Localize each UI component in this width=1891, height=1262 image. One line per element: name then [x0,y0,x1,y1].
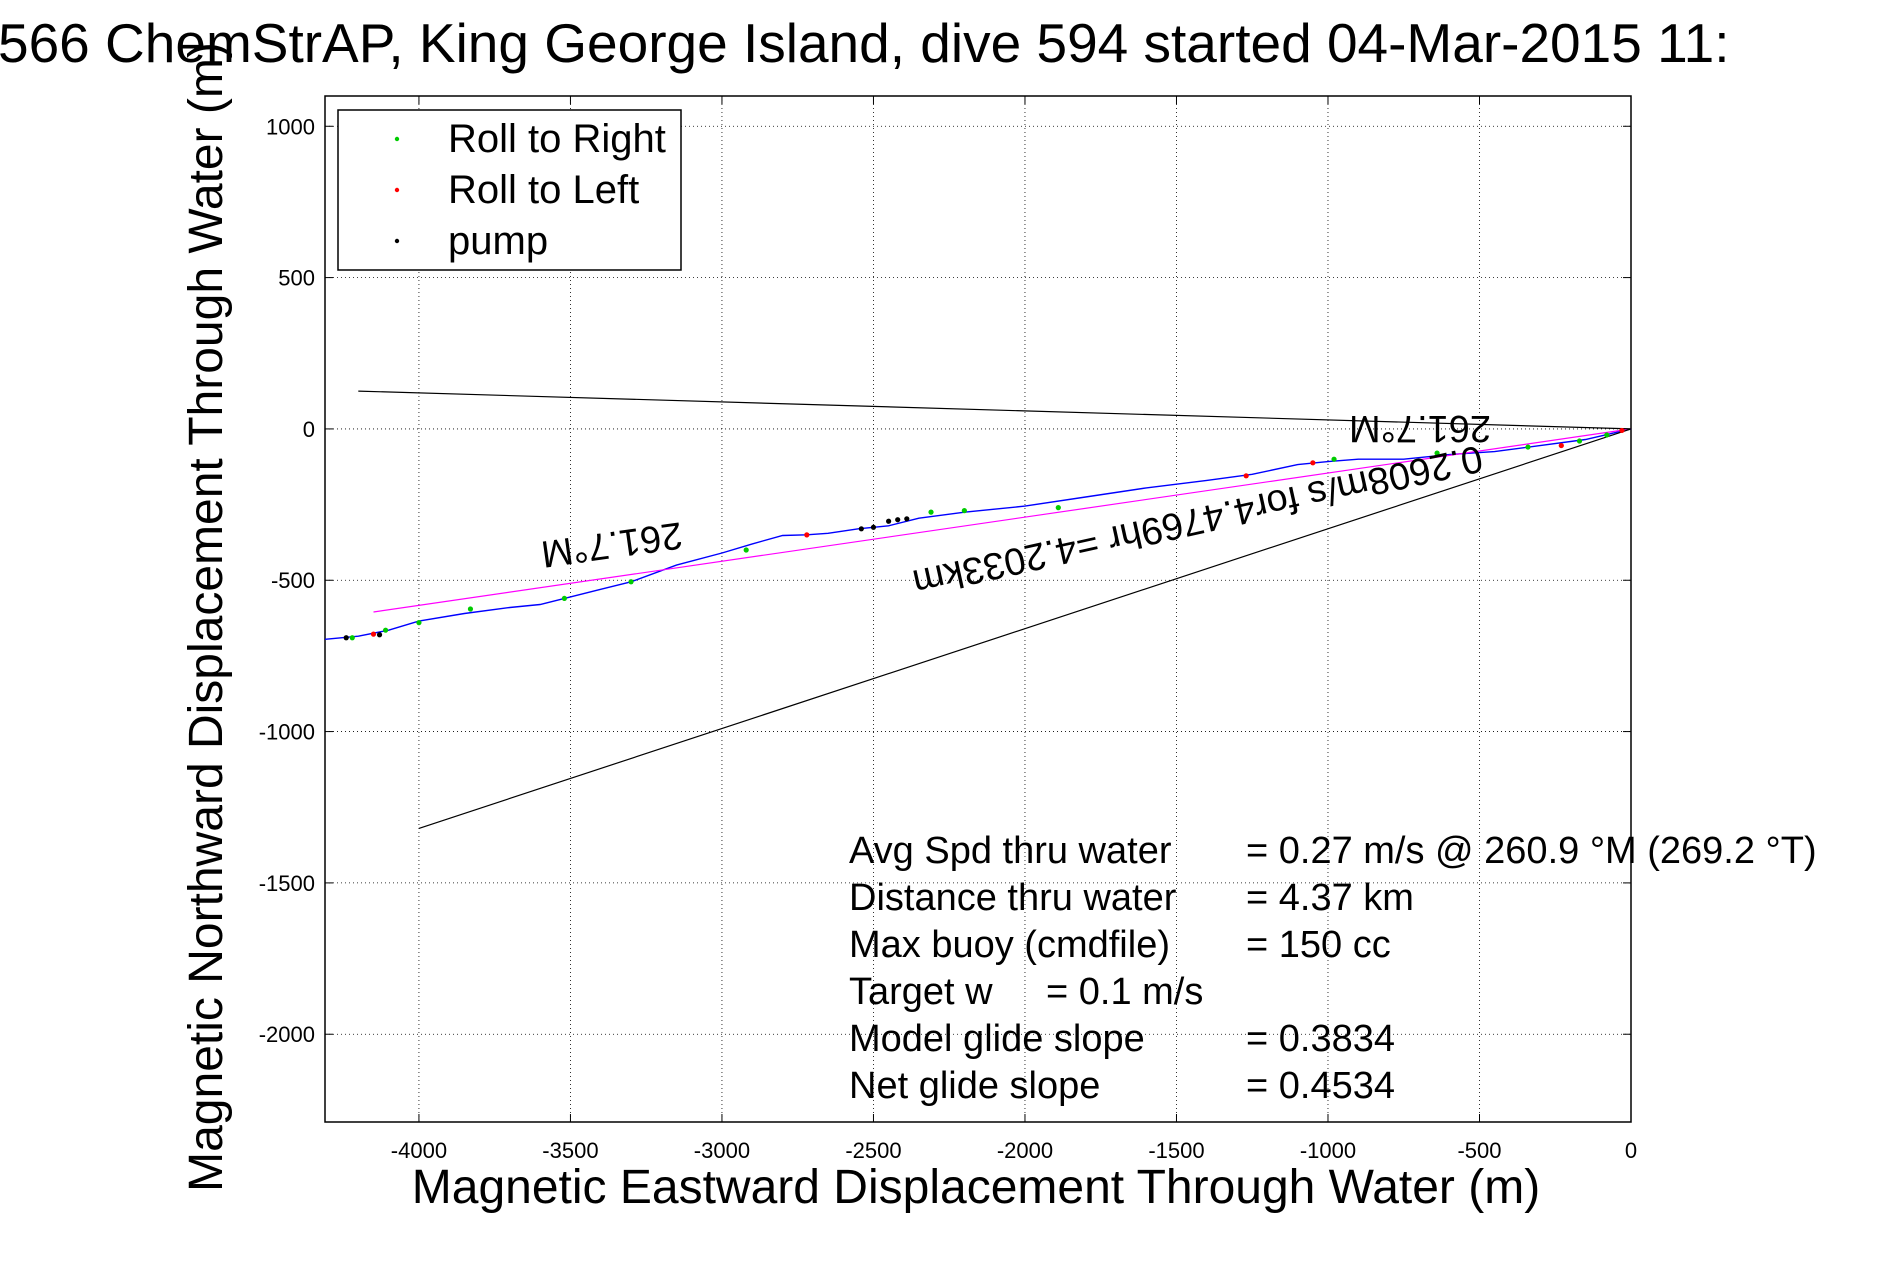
roll-right-marker [383,627,389,633]
stat-value: = 150 cc [1246,924,1391,966]
pump-marker [870,524,877,530]
pump-marker [376,632,383,638]
roll-right-marker [1576,438,1583,444]
pump-marker [886,518,892,524]
x-tick-label: -2000 [997,1138,1053,1163]
roll-right-marker [349,635,355,641]
chart-title: 566 ChemStrAP, King George Island, dive … [0,12,1729,74]
roll-right-marker [1055,505,1061,511]
stat-value: = 0.1 m/s [1046,971,1203,1013]
mean-heading-line [373,428,1632,613]
roll-left-marker [1619,427,1625,434]
stat-value: = 0.27 m/s @ 260.9 °M (269.2 °T) [1246,830,1817,872]
legend-marker [394,238,400,244]
x-tick-label: -500 [1457,1138,1501,1163]
legend-label: Roll to Right [448,117,666,161]
stat-label: Avg Spd thru water [849,830,1172,872]
stat-value: = 0.3834 [1246,1018,1395,1060]
x-tick-label: -1500 [1148,1138,1204,1163]
y-axis-label: Magnetic Northward Displacement Through … [180,42,233,1192]
roll-left-marker [804,532,810,538]
y-tick-label: 0 [303,417,315,442]
pump-marker [904,516,910,522]
x-tick-label: -1000 [1300,1138,1356,1163]
legend: Roll to Right Roll to Left pump [337,109,682,271]
stat-label: Model glide slope [849,1018,1145,1060]
stat-label: Max buoy (cmdfile) [849,924,1170,966]
x-tick-label: 0 [1625,1138,1637,1163]
roll-right-marker [1434,450,1440,456]
y-tick-label: 1000 [266,114,315,139]
annotation-heading-text: 261.7°M [1349,407,1491,449]
annotation-heading-right: 261.7°M [1349,407,1491,449]
roll-right-marker [467,606,474,612]
stat-value: = 0.4534 [1246,1065,1395,1107]
x-tick-label: -2500 [845,1138,901,1163]
x-axis-ticks: -4000 -3500 -3000 -2500 -2000 -1500 -1000 -500 0 [391,96,1637,1163]
legend-label: Roll to Left [448,168,639,212]
y-tick-label: -1500 [259,871,315,896]
heading-bound-line-north [358,390,1632,430]
stats-block: Avg Spd thru water = 0.27 m/s @ 260.9 °M… [849,830,1817,1107]
x-tick-label: -3000 [694,1138,750,1163]
x-tick-label: -4000 [391,1138,447,1163]
markers-layer [343,427,1625,641]
legend-entry-pump: pump [394,219,548,263]
y-tick-label: -1000 [259,720,315,745]
roll-right-marker [1525,444,1531,450]
roll-left-marker [1243,473,1249,479]
y-tick-label: -2000 [259,1022,315,1047]
roll-left-marker [1310,460,1316,466]
y-tick-label: -500 [271,568,315,593]
legend-entry-roll-right: Roll to Right [394,117,666,161]
roll-left-marker [370,631,377,637]
roll-right-marker [1604,432,1610,438]
y-axis-ticks: 1000 500 0 -500 -1000 -1500 -2000 [259,114,1631,1047]
roll-right-marker [1331,456,1337,462]
x-axis-label: Magnetic Eastward Displacement Through W… [412,1161,1540,1214]
pump-marker [343,635,349,641]
legend-entry-roll-left: Roll to Left [394,168,639,212]
roll-right-marker [928,509,934,515]
pump-marker [858,526,864,532]
stat-label: Target w [849,971,993,1013]
y-axis-label-group: Magnetic Northward Displacement Through … [180,42,233,1192]
stat-label: Distance thru water [849,877,1177,919]
pump-marker [895,517,901,523]
roll-left-marker [1558,442,1564,449]
x-tick-label: -3500 [542,1138,598,1163]
stat-label: Net glide slope [849,1065,1100,1107]
roll-right-marker [561,595,567,602]
roll-right-marker [628,579,634,585]
heading-bound-line-south [418,428,1632,829]
legend-marker [394,187,400,193]
roll-right-marker [743,547,749,553]
legend-marker [394,136,400,142]
roll-right-marker [961,508,967,514]
legend-label: pump [448,219,548,263]
series-layer [324,390,1632,829]
grid-lines [325,96,1631,1122]
roll-right-marker [416,620,422,626]
y-tick-label: 500 [278,266,315,291]
stat-value: = 4.37 km [1246,877,1414,919]
